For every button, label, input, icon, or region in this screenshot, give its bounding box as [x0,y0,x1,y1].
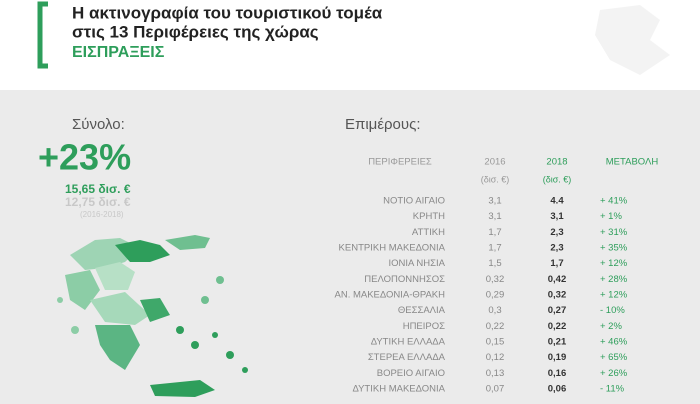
change: - 11% [600,384,625,395]
region: ΙΟΝΙΑ ΝΗΣΙΑ [388,258,445,269]
region: ΗΠΕΙΡΟΣ [403,321,445,332]
value-2018: 0,21 [548,337,567,348]
column-header: ΜΕΤΑΒΟΛΗ [606,157,659,168]
column-header: ΠΕΡΙΦΕΡΕΙΕΣ [368,157,432,168]
region: ΣΤΕΡΕΑ ΕΛΛΑΔΑ [368,352,446,363]
change: + 28% [600,274,628,285]
change: + 26% [600,368,628,379]
subtitle: ΕΙΣΠΡΑΞΕΙΣ [72,44,165,61]
change: + 31% [600,227,628,238]
region: ΔΥΤΙΚΗ ΜΑΚΕΔΟΝΙΑ [352,384,445,395]
map [57,235,248,397]
value-2016: 1,5 [488,258,501,269]
value-2018: 0,16 [548,368,567,379]
table-title: Επιμέρους: [345,116,421,133]
value-2016: 0,3 [488,305,501,316]
value-2018: 0,06 [548,384,567,395]
change: + 65% [600,352,628,363]
region: ΒΟΡΕΙΟ ΑΙΓΑΙΟ [377,368,445,379]
value-2016: 1,7 [488,243,501,254]
value-2018: 2,3 [550,243,563,254]
value-2016: 0,12 [486,352,505,363]
value-2018: 3,1 [550,211,564,222]
change: + 12% [600,290,628,301]
value-2016: 1,7 [488,227,501,238]
region: ΚΕΝΤΡΙΚΗ ΜΑΚΕΔΟΝΙΑ [339,243,446,254]
header-bracket [37,1,48,69]
summary-2018: 15,65 δισ. € [65,182,131,196]
header-band [0,0,700,90]
value-2018: 1,7 [550,258,563,269]
region: ΔΥΤΙΚΗ ΕΛΛΑΔΑ [371,337,446,348]
value-2018: 4.4 [550,196,564,207]
change: + 1% [600,211,622,222]
value-2016: 0,22 [486,321,505,332]
change: + 35% [600,243,628,254]
region: ΚΡΗΤΗ [413,211,445,222]
summary-label: Σύνολο: [72,116,125,133]
summary-2016: 12,75 δισ. € [65,195,131,209]
column-unit: (δισ. €) [543,174,572,184]
value-2016: 0,15 [486,337,505,348]
change: + 2% [600,321,622,332]
table: ΠΕΡΙΦΕΡΕΙΕΣ 2016 2018 ΜΕΤΑΒΟΛΗ (δισ. €) (δισ.… [335,157,659,395]
value-2018: 0,27 [548,305,567,316]
summary-change: +23% [38,137,131,178]
value-2018: 2,3 [550,227,563,238]
value-2016: 0,32 [486,274,505,285]
region: ΠΕΛΟΠΟΝΝΗΣΟΣ [364,274,445,285]
summary-period: (2016-2018) [80,210,124,219]
value-2016: 0,29 [486,290,505,301]
value-2018: 0,19 [548,352,567,363]
value-2018: 0,32 [548,290,567,301]
column-header: 2018 [546,157,567,168]
region: ΑΝ. ΜΑΚΕΔΟΝΙΑ-ΘΡΑΚΗ [335,290,446,301]
title: Η ακτινογραφία του τουριστικού τομέα [72,3,383,22]
header-map-decor [595,5,670,75]
change: + 41% [600,196,628,207]
region: ΝΟΤΙΟ ΑΙΓΑΙΟ [383,196,445,207]
column-unit: (δισ. €) [481,174,510,184]
value-2016: 0,07 [486,384,505,395]
column-header: 2016 [484,157,505,168]
region: ΑΤΤΙΚΗ [412,227,445,238]
title: στις 13 Περιφέρειες της χώρας [72,22,319,41]
value-2016: 3,1 [488,211,501,222]
value-2016: 3,1 [488,196,501,207]
change: - 10% [600,305,625,316]
value-2016: 0,13 [486,368,505,379]
change: + 12% [600,258,628,269]
value-2018: 0,22 [548,321,567,332]
value-2018: 0,42 [548,274,567,285]
change: + 46% [600,337,628,348]
region: ΘΕΣΣΑΛΙΑ [398,305,446,316]
